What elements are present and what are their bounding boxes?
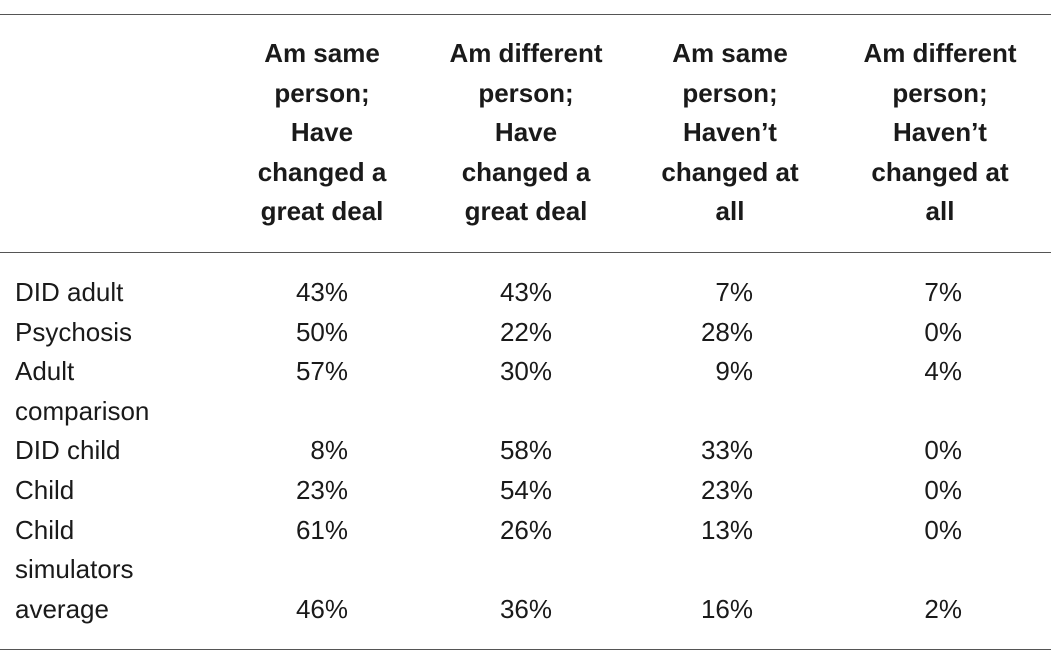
cell-value: 30% [499, 356, 552, 387]
row-label: Adult comparison [15, 356, 150, 426]
header-rule [0, 252, 1051, 253]
cell-value: 0% [924, 316, 962, 347]
cell-value: 13% [700, 514, 753, 545]
cell-value: 23% [700, 474, 753, 505]
cell-value: 28% [700, 316, 753, 347]
column-header-same-unchanged: Am same person; Haven’t changed at all [661, 38, 799, 227]
cell-value: 4% [924, 356, 962, 387]
cell-value: 61% [295, 514, 348, 545]
cell-value: 33% [700, 435, 753, 466]
cell-value: 8% [310, 435, 348, 466]
cell-value: 54% [499, 474, 552, 505]
cell-value: 0% [924, 474, 962, 505]
cell-value: 50% [295, 316, 348, 347]
table-row: DID child 8% 58% 33% 0% [0, 431, 1051, 471]
cell-value: 0% [924, 514, 962, 545]
row-label: Child simulators [15, 514, 134, 585]
cell-value: 7% [924, 277, 962, 307]
row-label: average [15, 593, 109, 624]
cell-value: 7% [715, 277, 753, 307]
cell-value: 58% [499, 435, 552, 466]
cell-value: 43% [295, 277, 348, 307]
table-row: Adult comparison 57% 30% 9% 4% [0, 352, 1051, 431]
bottom-rule [0, 649, 1051, 650]
table-row: DID adult 43% 43% 7% 7% [0, 273, 1051, 313]
row-label: DID child [15, 435, 121, 466]
column-header-different-changed: Am different person; Have changed a grea… [449, 38, 603, 227]
row-label: Child [15, 474, 75, 505]
cell-value: 23% [295, 474, 348, 505]
row-label: DID adult [15, 277, 124, 307]
column-header-different-unchanged: Am different person; Haven’t changed at … [863, 38, 1017, 227]
cell-value: 22% [499, 316, 552, 347]
cell-value: 26% [499, 514, 552, 545]
table-row: Psychosis 50% 22% 28% 0% [0, 313, 1051, 353]
cell-value: 36% [499, 593, 552, 624]
cell-value: 16% [700, 593, 753, 624]
table-row: Child simulators 61% 26% 13% 0% [0, 511, 1051, 590]
cell-value: 9% [715, 356, 753, 387]
top-rule [0, 14, 1051, 15]
cell-value: 2% [924, 593, 962, 624]
table-body: DID adult 43% 43% 7% 7% Psychosis 50% 22… [0, 273, 1051, 629]
cell-value: 46% [295, 593, 348, 624]
row-label: Psychosis [15, 316, 133, 347]
column-header-same-changed: Am same person; Have changed a great dea… [257, 38, 387, 227]
cell-value: 43% [499, 277, 552, 307]
table-row: Child 23% 54% 23% 0% [0, 471, 1051, 511]
cell-value: 0% [924, 435, 962, 466]
cell-value: 57% [295, 356, 348, 387]
table-row: average 46% 36% 16% 2% [0, 590, 1051, 630]
